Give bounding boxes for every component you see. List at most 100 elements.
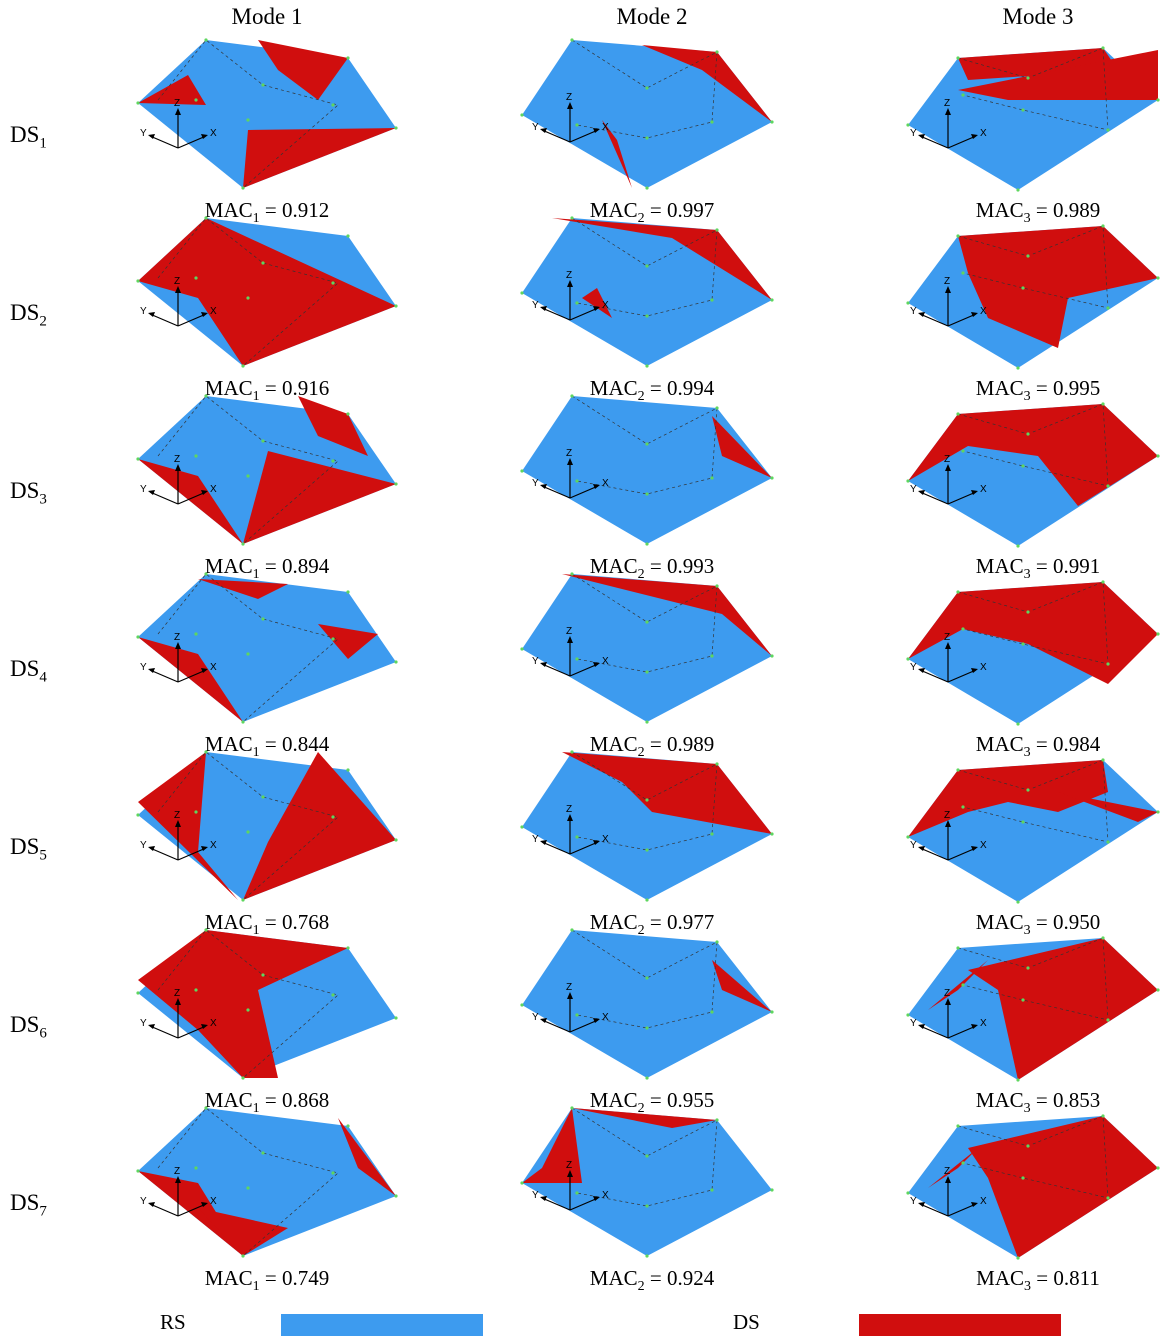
axis-label-y: Y: [532, 122, 539, 133]
axis-label-x: X: [602, 1012, 609, 1023]
row-label-subscript: 4: [39, 669, 47, 686]
ds-surface: [712, 960, 772, 1012]
mac-label-text: MAC: [589, 1266, 638, 1290]
mesh-node: [1101, 758, 1105, 762]
mac-label-subscript: 2: [637, 923, 645, 939]
mesh-node: [570, 394, 574, 398]
mesh-node: [261, 795, 265, 799]
mode-shape-plot: Z Y X: [136, 928, 398, 1080]
mesh-node: [575, 123, 579, 127]
mesh-node: [136, 635, 140, 639]
mac-value-label: MAC2 = 0.993: [552, 554, 752, 583]
axis-triad: Z Y X: [140, 454, 217, 505]
mode-shape-plot: Z Y X: [520, 572, 774, 724]
mesh-node: [961, 271, 965, 275]
column-header-mode-1: Mode 1: [231, 4, 303, 29]
mesh-node: [346, 768, 350, 772]
mac-label-subscript: 2: [637, 567, 645, 583]
mac-value-label: MAC2 = 0.955: [552, 1088, 752, 1117]
rs-surface: [522, 218, 772, 366]
axis-label-x: X: [980, 1018, 987, 1029]
mesh-node: [394, 304, 398, 308]
ds-surface: [968, 938, 1158, 1080]
mesh-node: [961, 1161, 965, 1165]
mac-label-text: MAC: [976, 1266, 1025, 1290]
mac-label-subscript: 3: [1024, 1279, 1032, 1295]
axis-label-x: X: [980, 662, 987, 673]
mac-label-subscript: 1: [252, 211, 260, 227]
mesh-node: [906, 479, 910, 483]
mesh-node: [1016, 900, 1020, 904]
mesh-node: [645, 442, 649, 446]
axis-label-x: X: [210, 662, 217, 673]
mesh-node: [241, 1076, 245, 1080]
axis-label-x: X: [602, 122, 609, 133]
ds-surface: [138, 1171, 243, 1256]
axis-label-y: Y: [910, 840, 917, 851]
mode-shape-plot: Z Y X: [520, 216, 774, 368]
mac-value-label: MAC1 = 0.912: [167, 198, 367, 227]
axis-label-y: Y: [532, 1012, 539, 1023]
row-label-ds-5: DS5: [10, 834, 47, 865]
mesh-node: [715, 50, 719, 54]
mode-shape-plot: Z Y X: [906, 46, 1160, 192]
axis-label-y: Y: [140, 484, 147, 495]
ds-surface: [908, 582, 1158, 684]
mesh-node: [346, 1124, 350, 1128]
mac-value: = 0.868: [259, 1088, 330, 1112]
mesh-node: [645, 976, 649, 980]
mesh-node: [136, 991, 140, 995]
mode-shape-cell: Z Y X: [906, 574, 1162, 729]
column-header-mode-3: Mode 3: [1002, 4, 1074, 29]
mac-value: = 0.989: [644, 732, 715, 756]
mesh-node: [956, 1124, 960, 1128]
mac-value: = 0.894: [259, 554, 330, 578]
row-label-ds-6: DS6: [10, 1012, 47, 1043]
mac-label-text: MAC: [204, 732, 253, 756]
axis-triad: Z Y X: [910, 454, 987, 505]
mesh-node: [346, 234, 350, 238]
mesh-node: [1021, 286, 1025, 290]
axis-label-z: Z: [944, 454, 950, 465]
mac-value: = 0.977: [644, 910, 715, 934]
mesh-lines: [957, 225, 1109, 309]
mesh-node: [956, 946, 960, 950]
mac-value: = 0.955: [644, 1088, 715, 1112]
mac-label-text: MAC: [589, 198, 638, 222]
mesh-node: [204, 928, 208, 932]
mesh-node: [570, 572, 574, 576]
mesh-node: [575, 479, 579, 483]
mac-label-text: MAC: [589, 1088, 638, 1112]
ds-surface: [198, 1208, 288, 1256]
ds-surface: [642, 45, 772, 122]
axis-label-z: Z: [944, 632, 950, 643]
mesh-node: [645, 364, 649, 368]
axis-label-y: Y: [140, 128, 147, 139]
mac-label-subscript: 1: [252, 1101, 260, 1117]
mesh-node: [1016, 1078, 1020, 1082]
ds-surface: [1058, 792, 1158, 822]
mode-shape-cell: Z Y X: [906, 218, 1162, 373]
mesh-node: [1021, 642, 1025, 646]
axis-label-y: Y: [532, 834, 539, 845]
mac-value-label: MAC2 = 0.989: [552, 732, 752, 761]
axis-label-x: X: [210, 306, 217, 317]
mesh-node: [770, 476, 774, 480]
mesh-node: [1106, 306, 1110, 310]
mesh-node: [645, 1204, 649, 1208]
mesh-node: [770, 832, 774, 836]
axis-label-y: Y: [910, 306, 917, 317]
mesh-node: [261, 617, 265, 621]
mode-shape-plot: Z Y X: [906, 580, 1160, 726]
axis-label-z: Z: [944, 988, 950, 999]
mode-shape-cell: Z Y X: [136, 394, 408, 551]
mac-label-text: MAC: [975, 554, 1024, 578]
mac-value-label: MAC3 = 0.995: [938, 376, 1138, 405]
mac-label-subscript: 1: [252, 745, 260, 761]
mesh-node: [770, 1010, 774, 1014]
mac-value: = 0.950: [1030, 910, 1101, 934]
axis-triad: Z Y X: [532, 1160, 609, 1211]
mesh-node: [645, 264, 649, 268]
mac-value-label: MAC2 = 0.924: [552, 1266, 752, 1295]
axis-label-y: Y: [140, 840, 147, 851]
